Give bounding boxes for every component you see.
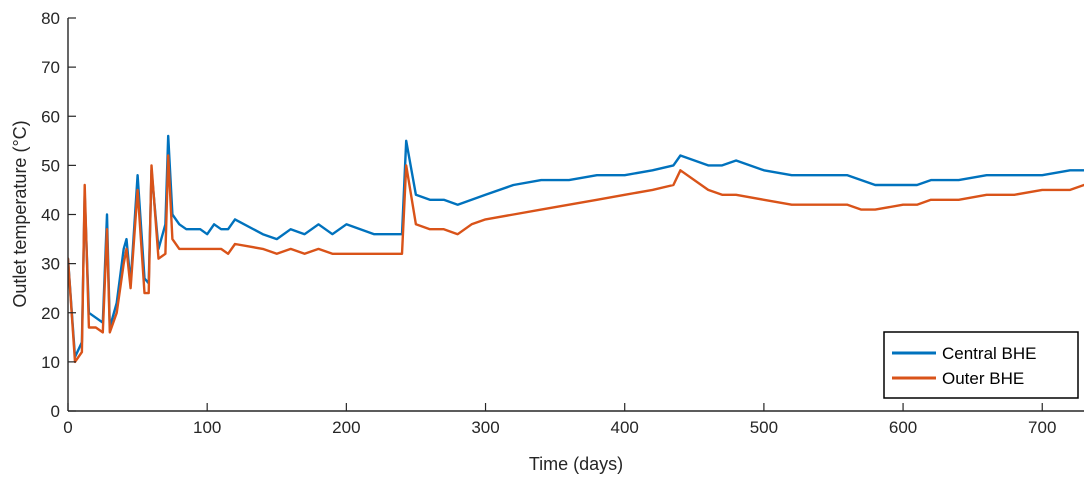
series-line-1: [68, 154, 1084, 364]
series-layer: [68, 134, 1084, 364]
y-tick-label-0: 0: [51, 402, 60, 421]
y-tick-label-70: 70: [41, 58, 60, 77]
x-tick-label-200: 200: [332, 418, 360, 437]
y-tick-label-30: 30: [41, 255, 60, 274]
x-tick-label-0: 0: [63, 418, 72, 437]
legend-label-1: Outer BHE: [942, 369, 1024, 388]
x-tick-label-600: 600: [889, 418, 917, 437]
y-tick-label-20: 20: [41, 304, 60, 323]
x-tick-label-300: 300: [471, 418, 499, 437]
x-tick-label-700: 700: [1028, 418, 1056, 437]
legend-label-0: Central BHE: [942, 344, 1036, 363]
y-tick-label-60: 60: [41, 107, 60, 126]
y-tick-label-80: 80: [41, 9, 60, 28]
x-axis-label: Time (days): [529, 454, 623, 474]
x-tick-label-400: 400: [611, 418, 639, 437]
x-tick-label-500: 500: [750, 418, 778, 437]
legend-box: [883, 331, 1079, 399]
axes-layer: 0 100 200 300 400 500 600 700 0 10 20 30 40 50 60 70 80: [41, 9, 1084, 437]
y-axis-label: Outlet temperature (°C): [10, 120, 30, 307]
legend: Central BHE Outer BHE: [883, 331, 1079, 399]
x-tick-label-100: 100: [193, 418, 221, 437]
y-tick-label-10: 10: [41, 353, 60, 372]
y-tick-label-40: 40: [41, 206, 60, 225]
y-tick-label-50: 50: [41, 156, 60, 175]
